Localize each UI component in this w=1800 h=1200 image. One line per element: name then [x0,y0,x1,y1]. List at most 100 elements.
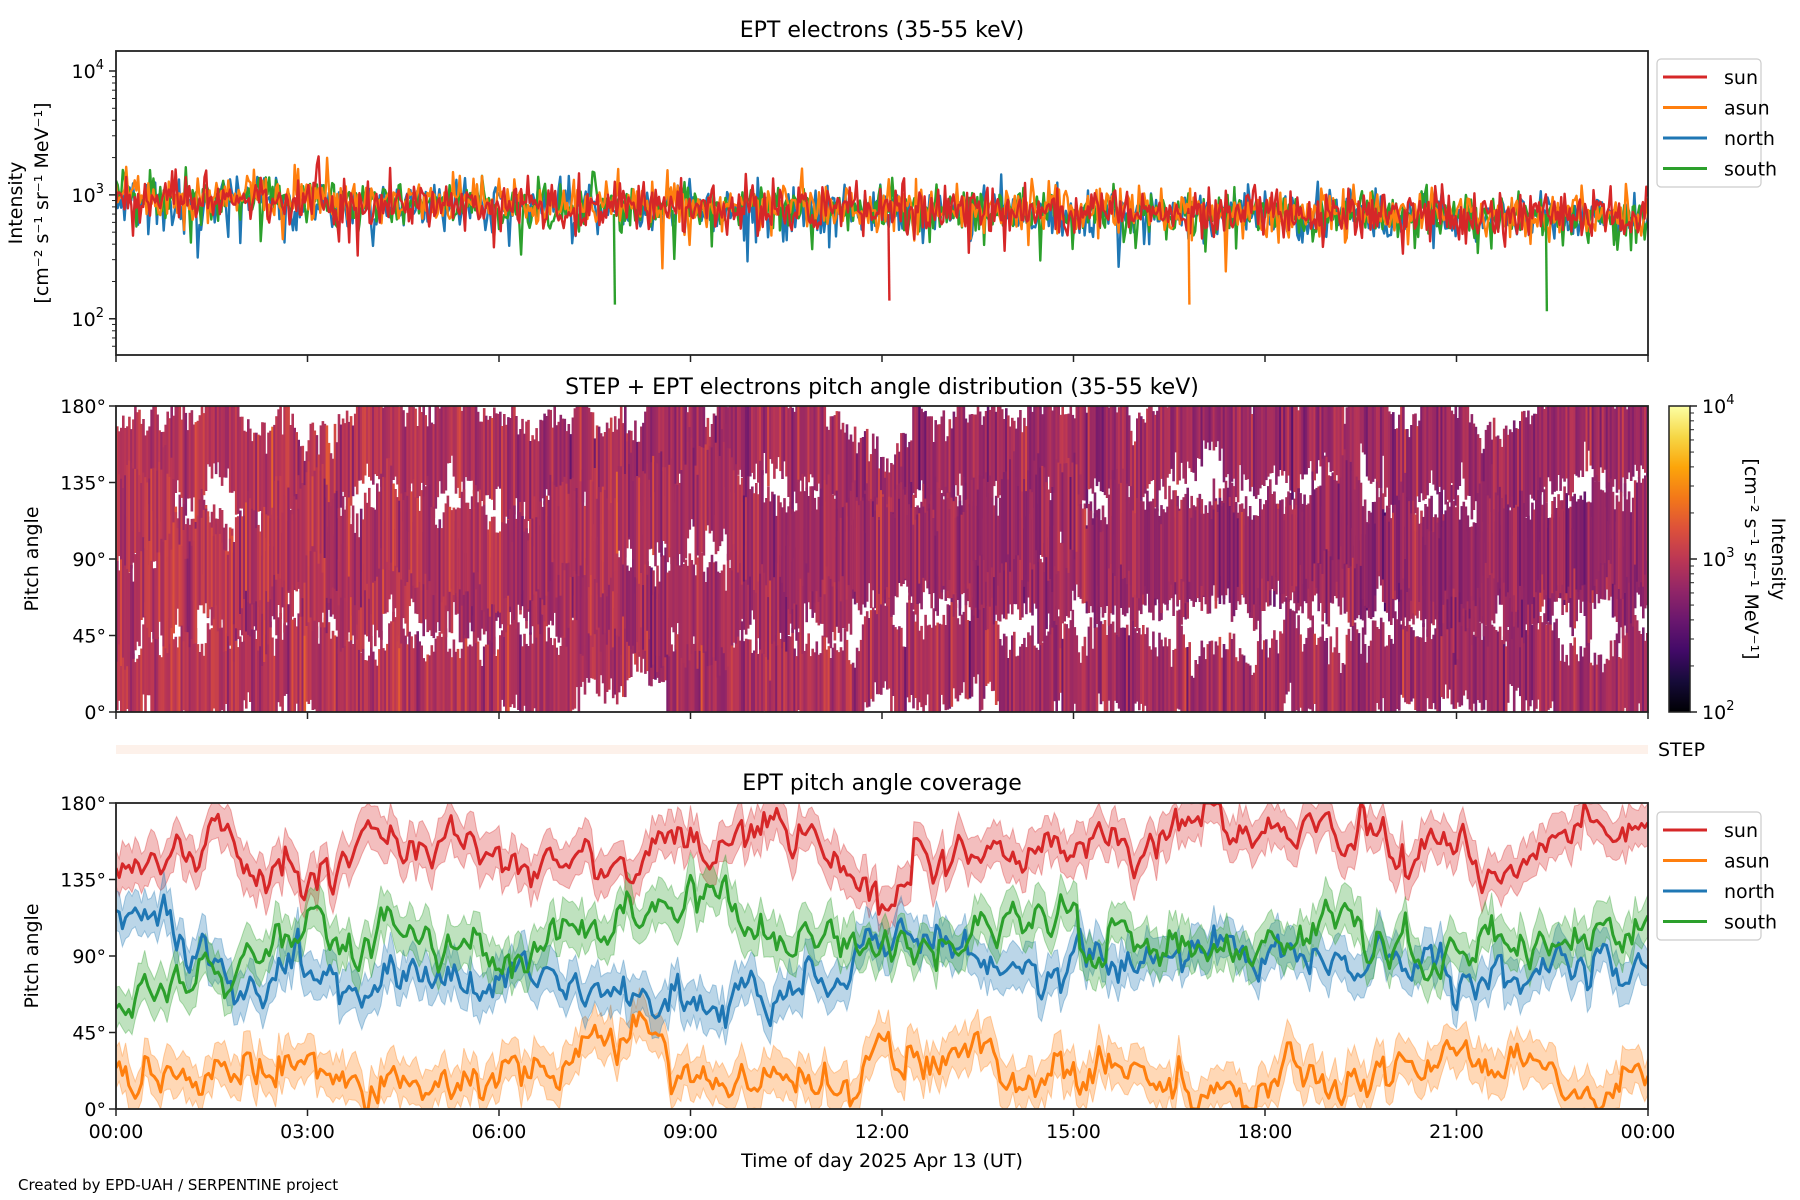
heatmap-cell [680,629,683,712]
legend-box [1656,811,1762,941]
heatmap-cell [617,593,621,693]
heatmap-cell [1067,628,1071,712]
heatmap-cell [1420,637,1423,712]
heatmap-cell [561,625,565,712]
heatmap-cell [474,406,478,507]
heatmap-cell [1132,612,1135,712]
heatmap-cell [152,406,155,511]
heatmap-cell [1232,633,1236,712]
heatmap-cell [585,558,589,661]
heatmap-cell [853,667,857,712]
heatmap-cell [728,649,732,712]
heatmap-cell [759,406,762,478]
heatmap-cell [406,530,409,637]
heatmap-cell [341,621,345,712]
heatmap-cell [1484,625,1488,701]
heatmap-cell [801,406,804,482]
heatmap-cell [374,531,377,647]
heatmap-cell [414,497,417,588]
heatmap-cell [1182,406,1185,479]
heatmap-cell [672,651,675,712]
heatmap-cell [654,406,657,493]
heatmap-cell [361,406,365,484]
heatmap-cell [257,434,260,512]
heatmap-cell [678,482,681,555]
heatmap-cell [353,413,357,487]
heatmap-cell [996,515,1000,586]
heatmap-cell [1345,536,1349,612]
heatmap-cell [1226,487,1230,589]
heatmap-cell [422,496,425,585]
heatmap-cell [486,419,490,496]
heatmap-cell [1406,429,1409,535]
heatmap-cell [976,406,980,519]
heatmap-cell [1476,434,1480,530]
heatmap-cell [488,633,492,712]
heatmap-cell [335,442,339,518]
heatmap-cell [1581,499,1585,586]
heatmap-cell [172,415,175,487]
heatmap-cell [1460,594,1464,706]
heatmap-cell [876,598,879,695]
heatmap-cell [142,537,145,618]
heatmap-cell [1359,406,1363,444]
heatmap-cell [1299,493,1302,565]
heatmap-cell [148,478,151,565]
heatmap-cell [831,548,835,632]
heatmap-cell [503,619,506,707]
heatmap-cell [1230,506,1234,622]
heatmap-cell [1462,604,1466,696]
heatmap-cell [438,519,442,632]
heatmap-cell [196,644,200,712]
heatmap-cell [243,430,246,522]
heatmap-cell [1154,414,1157,508]
heatmap-cell [821,539,825,624]
heatmap-cell [291,514,294,585]
heatmap-cell [591,536,595,647]
heatmap-cell [1515,603,1518,691]
heatmap-cell [1371,502,1375,618]
heatmap-cell [116,631,119,711]
heatmap-cell [241,641,244,712]
heatmap-cell [478,489,482,585]
heatmap-cell [239,416,242,509]
heatmap-cell [956,516,960,600]
heatmap-cell [351,644,355,712]
heatmap-cell [551,481,554,563]
heatmap-cell [245,431,248,504]
heatmap-cell [1410,513,1413,601]
heatmap-cell [287,406,290,520]
heatmap-cell [285,625,288,694]
intensity-dip [1544,214,1549,312]
heatmap-cell [376,558,379,631]
heatmap-cell [688,638,692,712]
heatmap-cell [1377,500,1381,571]
heatmap-cell [1156,508,1159,599]
heatmap-cell [495,413,498,489]
heatmap-cell [678,632,681,712]
heatmap-cell [1396,428,1399,515]
heatmap-cell [230,406,234,493]
heatmap-cell [281,639,284,712]
heatmap-cell [767,406,770,487]
heatmap-cell [724,590,728,671]
heatmap-cell [529,441,532,539]
heatmap-cell [1506,504,1510,593]
heatmap-cell [934,476,937,580]
heatmap-cell [1317,637,1320,712]
heatmap-cell [450,657,454,712]
heatmap-cell [1541,504,1544,575]
heatmap-cell [1635,482,1639,582]
heatmap-cell [1355,535,1359,619]
heatmap-cell [245,553,248,632]
heatmap-cell [357,537,361,611]
heatmap-cell [988,475,992,590]
heatmap-cell [1061,406,1064,502]
heatmap-cell [726,553,730,667]
heatmap-cell [656,565,659,673]
legend-label-south: south [1724,912,1777,934]
heatmap-cell [1289,505,1292,600]
heatmap-cell [1478,483,1482,598]
heatmap-cell [1573,529,1576,629]
heatmap-cell [1525,417,1528,518]
